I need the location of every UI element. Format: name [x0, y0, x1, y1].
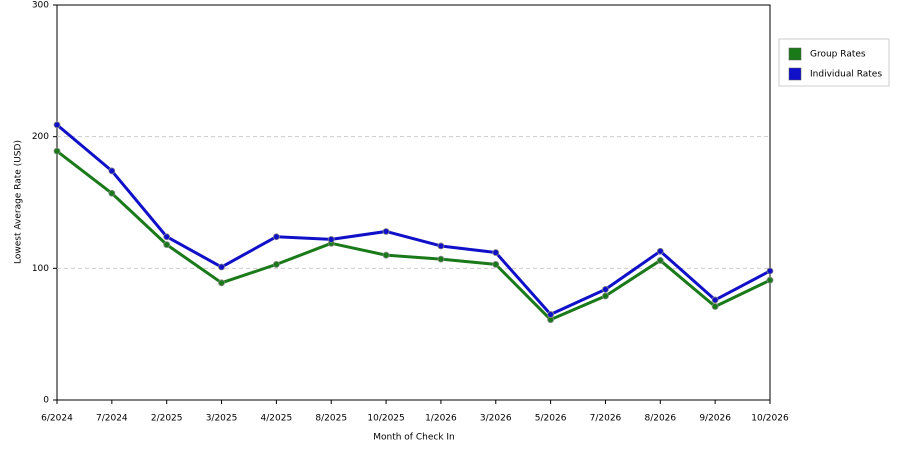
x-tick-label: 7/2026 — [590, 414, 622, 424]
data-point — [108, 167, 116, 175]
data-point — [437, 242, 445, 250]
data-point — [382, 251, 390, 259]
data-point — [656, 247, 664, 255]
y-axis-label: Lowest Average Rate (USD) — [14, 140, 24, 264]
data-point — [547, 311, 555, 318]
legend-label: Individual Rates — [810, 70, 882, 80]
x-tick-label: 9/2026 — [699, 414, 731, 424]
series-line — [56, 123, 771, 316]
data-point — [602, 292, 609, 300]
x-tick-label: 2/2025 — [151, 414, 183, 424]
x-tick-label: 10/2026 — [751, 414, 789, 424]
data-point — [327, 235, 335, 243]
data-point — [492, 260, 500, 268]
data-point — [272, 260, 280, 268]
x-axis-label: Month of Check In — [373, 433, 455, 443]
data-point — [492, 249, 500, 256]
data-point — [766, 267, 774, 275]
data-point — [437, 255, 445, 263]
x-tick-label: 8/2025 — [315, 414, 347, 424]
data-point — [602, 285, 609, 293]
x-tick-label: 3/2026 — [480, 414, 512, 424]
data-point — [108, 189, 116, 197]
y-tick-label: 200 — [32, 132, 49, 142]
x-tick-label: 5/2026 — [535, 414, 567, 424]
legend-swatch — [788, 47, 802, 61]
data-point — [656, 257, 664, 264]
data-point — [163, 241, 171, 249]
legend-label: Group Rates — [810, 50, 866, 60]
data-point — [53, 121, 61, 129]
x-tick-label: 1/2026 — [425, 414, 457, 424]
legend-swatch — [788, 67, 802, 81]
data-point — [766, 276, 774, 284]
data-point — [218, 263, 225, 271]
x-tick-label: 7/2024 — [96, 414, 128, 424]
data-point — [711, 296, 719, 304]
x-tick-label: 8/2026 — [644, 414, 676, 424]
series-line — [56, 149, 771, 322]
data-point — [218, 279, 225, 287]
data-point — [272, 233, 280, 241]
data-point — [53, 147, 61, 155]
plot-frame — [56, 4, 771, 401]
x-tick-label: 4/2025 — [261, 414, 293, 424]
data-point — [382, 228, 390, 235]
data-point — [711, 303, 719, 310]
y-tick-label: 0 — [43, 396, 49, 406]
x-tick-label: 10/2025 — [367, 414, 404, 424]
x-tick-label: 3/2025 — [206, 414, 238, 424]
y-tick-label: 100 — [32, 264, 49, 274]
x-tick-label: 6/2024 — [41, 414, 73, 424]
y-tick-label: 300 — [32, 1, 49, 11]
data-point — [163, 233, 171, 241]
